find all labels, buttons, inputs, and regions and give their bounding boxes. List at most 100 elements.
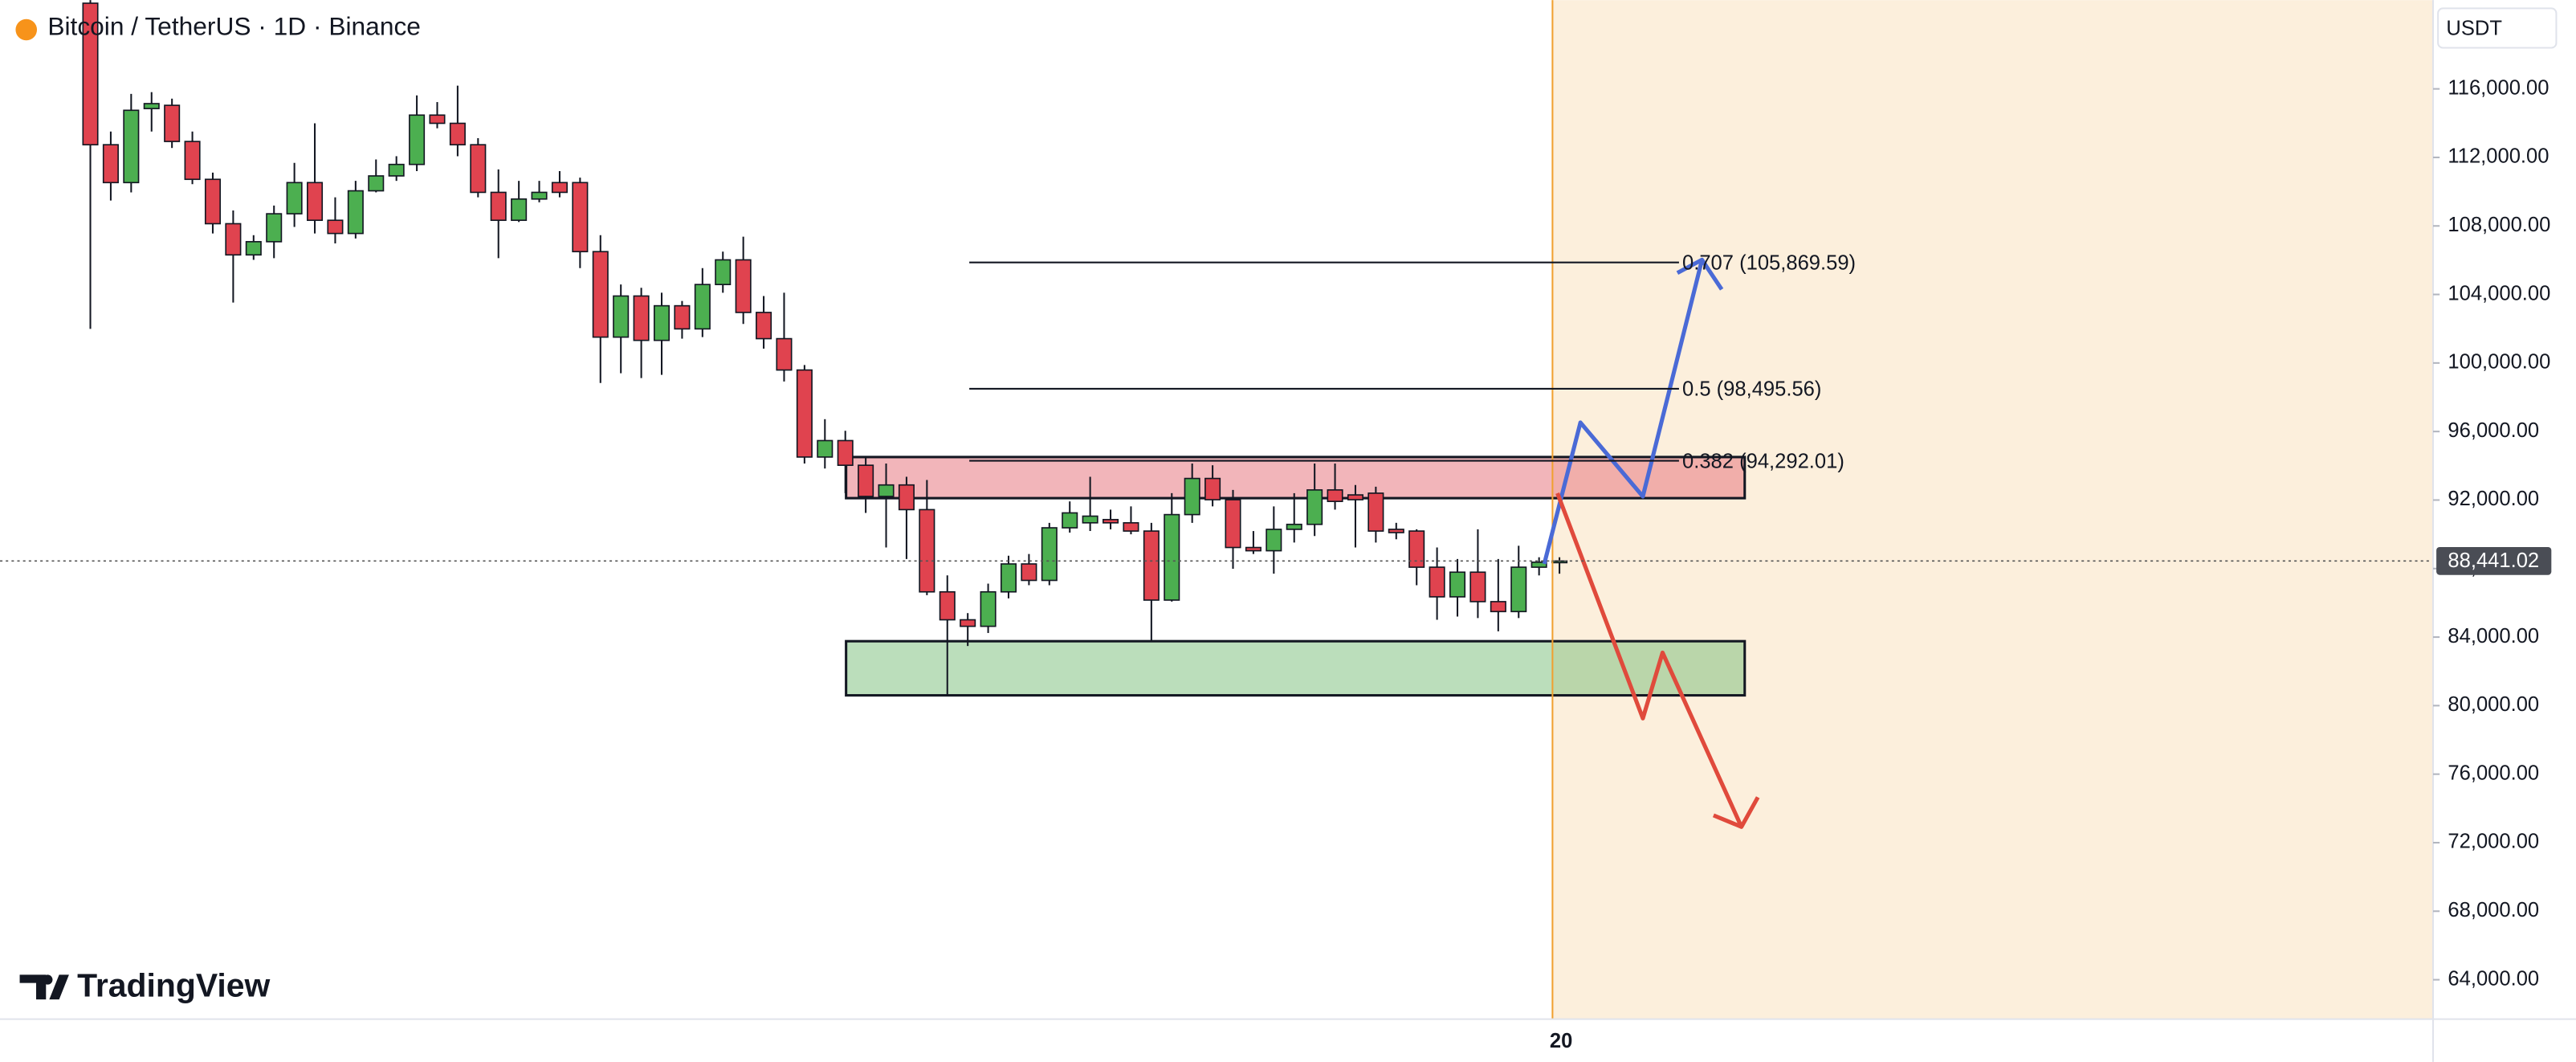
logo-dot: [43, 974, 53, 985]
candle-body: [1510, 566, 1527, 613]
y-tick-label: 84,000.00: [2448, 625, 2539, 647]
candle-body: [429, 114, 446, 125]
candle-body: [1327, 489, 1343, 502]
coin-icon: [15, 18, 38, 41]
zone: [845, 455, 1747, 500]
candle-body: [204, 178, 222, 225]
candle-body: [1306, 489, 1323, 525]
candle-body: [756, 312, 772, 340]
candle-body: [919, 509, 935, 593]
candle-body: [388, 163, 405, 177]
candle-body: [347, 190, 364, 235]
candle-body: [1469, 571, 1486, 602]
y-tick-label: 76,000.00: [2448, 762, 2539, 784]
candle-body: [1021, 563, 1037, 582]
candle-body: [878, 484, 895, 497]
candle-body: [143, 103, 160, 109]
candle-body: [511, 198, 528, 222]
candles: [82, 0, 1568, 696]
candle-body: [102, 144, 119, 184]
candle-body: [1123, 522, 1139, 532]
y-tick-label: 112,000.00: [2448, 145, 2549, 168]
brand-logo: TradingView: [19, 967, 271, 1004]
candle-body: [592, 251, 609, 338]
candle-body: [674, 304, 691, 330]
candle-body: [898, 484, 915, 511]
candle-body: [1204, 477, 1221, 500]
candle-body: [1143, 530, 1160, 601]
candle-body: [776, 337, 793, 371]
candle-body: [1184, 477, 1200, 516]
y-tick-label: 80,000.00: [2448, 693, 2539, 716]
future-area: [1552, 0, 2434, 1019]
candle-body: [409, 114, 426, 165]
candle-body: [1225, 499, 1241, 549]
candle-body: [1164, 513, 1180, 601]
candle-body: [307, 182, 324, 222]
fib-label: 0.5 (98,495.56): [1682, 378, 1821, 401]
candle-body: [123, 109, 140, 184]
y-tick-label: 100,000.00: [2448, 351, 2550, 374]
candle-body: [796, 369, 813, 458]
last-price-box: [2436, 546, 2552, 575]
brand-name: TradingView: [77, 967, 270, 1004]
candle-body: [1286, 523, 1302, 530]
price-axis: 64,000.00 68,000.00 72,000.00 76,000.00 80,0…: [2433, 76, 2552, 990]
last-price-label: 88,441.02: [2448, 549, 2539, 572]
candle-body: [633, 295, 650, 341]
candle-body: [1367, 492, 1384, 532]
candle-body: [653, 304, 670, 341]
candle-body: [286, 182, 303, 214]
candle-body: [1266, 529, 1282, 552]
candle-body: [1000, 563, 1017, 593]
y-tick-label: 72,000.00: [2448, 831, 2539, 853]
candle-body: [960, 619, 976, 627]
candle-body: [572, 182, 589, 253]
candle-body: [225, 223, 242, 256]
y-tick-label: 68,000.00: [2448, 899, 2539, 921]
zones: [845, 455, 1747, 697]
logo-icon: [19, 974, 69, 1000]
bear-projection: [1555, 492, 1744, 828]
candle-body: [266, 213, 283, 243]
candle-body: [1449, 571, 1466, 598]
candle-body: [1429, 566, 1445, 598]
y-tick-label: 108,000.00: [2448, 214, 2550, 236]
bull-arrowhead: [1676, 257, 1724, 291]
candle-body: [858, 464, 874, 497]
currency-box[interactable]: [2437, 7, 2558, 49]
candle-body: [449, 122, 466, 145]
candle-body: [1531, 562, 1547, 568]
candle-body: [735, 259, 752, 313]
y-tick-label: 116,000.00: [2448, 76, 2549, 99]
bull-projection: [1542, 259, 1705, 565]
candle-body: [82, 2, 99, 145]
candle-body: [1388, 529, 1404, 533]
y-tick-label: 92,000.00: [2448, 488, 2539, 510]
x-tick-label: 20: [1550, 1030, 1572, 1052]
candle-body: [817, 439, 834, 458]
chart-title: Bitcoin / TetherUS · 1D · Binance: [47, 11, 421, 40]
candle-body: [368, 175, 385, 192]
candle-body: [327, 219, 344, 235]
candle-body: [531, 191, 548, 200]
price-axis-bg: [2433, 0, 2576, 1062]
candle-body: [715, 259, 732, 285]
currency-label[interactable]: USDT: [2446, 18, 2502, 40]
candle-body: [1082, 515, 1098, 524]
candle-body: [470, 144, 487, 194]
candle-body: [939, 590, 956, 621]
candle-body: [1103, 518, 1119, 524]
fib-label: 0.382 (94,292.01): [1682, 450, 1844, 472]
bear-arrowhead: [1712, 796, 1760, 829]
y-tick-label: 104,000.00: [2448, 282, 2550, 304]
y-tick-label: 96,000.00: [2448, 419, 2539, 442]
zone: [845, 639, 1747, 697]
overlay: 0.707 (105,869.59) 0.5 (98,495.56) 0.382 (…: [0, 251, 2434, 562]
candle-body: [184, 141, 201, 181]
fib-label: 0.707 (105,869.59): [1682, 251, 1856, 274]
candle-body: [837, 439, 854, 466]
candle-body: [164, 104, 181, 142]
candle-body: [490, 191, 507, 222]
